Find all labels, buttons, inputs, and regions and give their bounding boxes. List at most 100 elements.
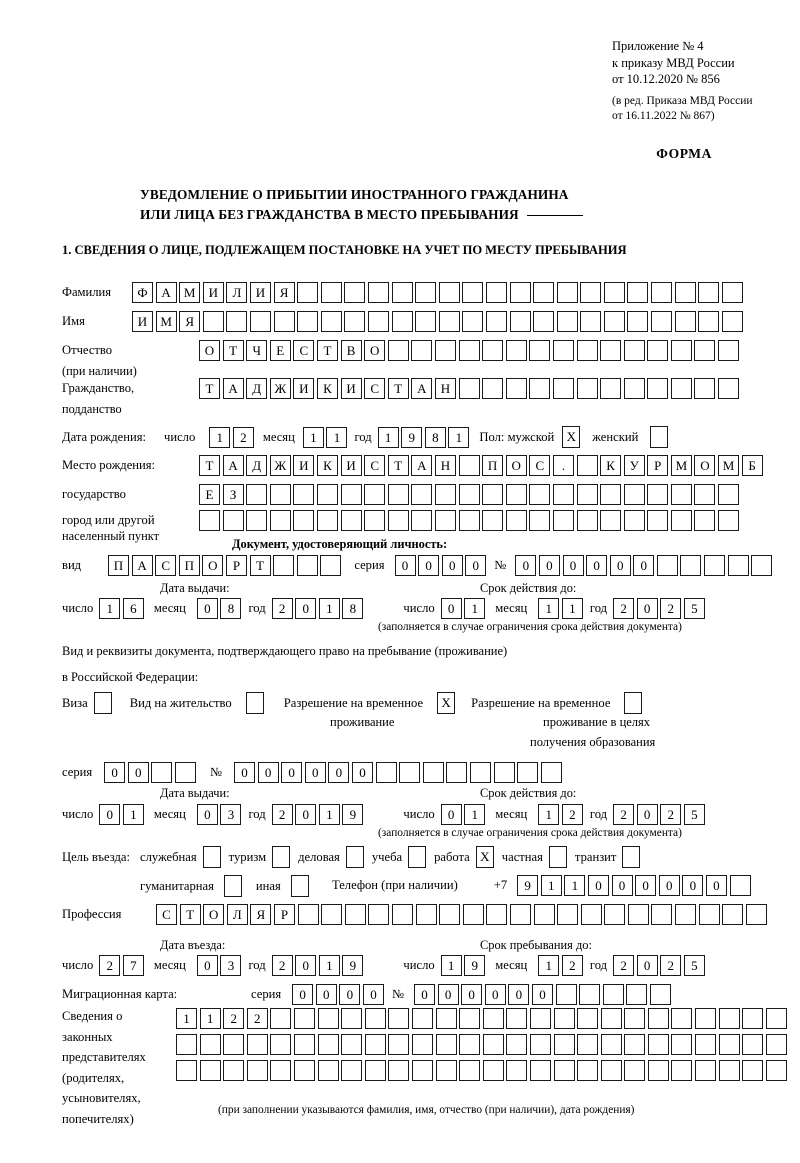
char-cell[interactable]	[680, 555, 702, 576]
char-cell[interactable]	[249, 311, 271, 332]
char-cell[interactable]: Д	[246, 378, 268, 399]
char-cell[interactable]	[316, 484, 338, 505]
char-cell[interactable]	[656, 555, 678, 576]
char-cell[interactable]: 0	[196, 598, 218, 619]
char-cell[interactable]	[600, 1060, 622, 1081]
char-cell[interactable]	[553, 1060, 575, 1081]
char-cell[interactable]	[718, 1060, 740, 1081]
char-cell[interactable]	[341, 1060, 363, 1081]
char-cell[interactable]	[458, 455, 480, 476]
char-cell[interactable]: А	[155, 282, 177, 303]
char-cell[interactable]	[222, 510, 244, 531]
char-cell[interactable]: 1	[318, 955, 340, 976]
purpose-option-checkbox[interactable]	[548, 846, 567, 868]
char-cell[interactable]: 0	[465, 555, 487, 576]
char-cell[interactable]: К	[316, 455, 338, 476]
char-cell[interactable]: 0	[682, 875, 704, 896]
char-cell[interactable]	[718, 340, 740, 361]
char-cell[interactable]	[293, 1060, 315, 1081]
char-cell[interactable]	[368, 904, 390, 925]
char-cell[interactable]: Т	[199, 455, 220, 476]
char-cell[interactable]	[529, 1008, 551, 1029]
char-cell[interactable]: 1	[377, 426, 399, 448]
char-cell[interactable]: 2	[660, 598, 682, 619]
char-cell[interactable]	[482, 1060, 504, 1081]
char-cell[interactable]	[517, 762, 539, 783]
char-cell[interactable]: 2	[271, 598, 293, 619]
char-cell[interactable]	[297, 904, 319, 925]
char-cell[interactable]: 3	[220, 955, 242, 976]
char-cell[interactable]	[540, 762, 562, 783]
representatives-boxes-3[interactable]	[176, 1060, 787, 1081]
char-cell[interactable]: 0	[104, 762, 126, 783]
char-cell[interactable]	[482, 1034, 504, 1055]
char-cell[interactable]: 2	[246, 1008, 268, 1029]
char-cell[interactable]: Е	[269, 340, 291, 361]
char-cell[interactable]	[727, 555, 749, 576]
char-cell[interactable]: И	[340, 378, 362, 399]
char-cell[interactable]	[505, 378, 527, 399]
char-cell[interactable]: А	[411, 378, 433, 399]
char-cell[interactable]	[293, 1034, 315, 1055]
char-cell[interactable]	[411, 340, 433, 361]
char-cell[interactable]	[458, 510, 480, 531]
char-cell[interactable]	[415, 282, 437, 303]
char-cell[interactable]: М	[718, 455, 740, 476]
char-cell[interactable]	[486, 904, 508, 925]
char-cell[interactable]	[462, 904, 484, 925]
char-cell[interactable]	[469, 762, 491, 783]
char-cell[interactable]: 1	[318, 598, 340, 619]
char-cell[interactable]: 0	[633, 555, 655, 576]
char-cell[interactable]	[422, 762, 444, 783]
char-cell[interactable]	[576, 455, 598, 476]
char-cell[interactable]	[176, 1034, 197, 1055]
char-cell[interactable]	[296, 555, 318, 576]
char-cell[interactable]	[506, 1008, 528, 1029]
char-cell[interactable]: А	[222, 378, 244, 399]
char-cell[interactable]	[745, 904, 767, 925]
char-cell[interactable]: Р	[273, 904, 295, 925]
char-cell[interactable]: 2	[99, 955, 121, 976]
char-cell[interactable]	[391, 282, 413, 303]
char-cell[interactable]	[199, 510, 220, 531]
char-cell[interactable]: 0	[413, 984, 435, 1005]
char-cell[interactable]	[698, 904, 720, 925]
char-cell[interactable]	[580, 311, 602, 332]
char-cell[interactable]	[151, 762, 173, 783]
char-cell[interactable]: Т	[387, 455, 409, 476]
char-cell[interactable]	[729, 875, 751, 896]
sex-female-checkbox[interactable]	[650, 426, 669, 448]
char-cell[interactable]: 0	[531, 984, 553, 1005]
char-cell[interactable]	[509, 311, 531, 332]
char-cell[interactable]	[317, 1008, 339, 1029]
purpose-option-checkbox[interactable]	[223, 875, 242, 897]
char-cell[interactable]: С	[156, 904, 177, 925]
char-cell[interactable]	[694, 340, 716, 361]
char-cell[interactable]	[446, 762, 468, 783]
char-cell[interactable]	[482, 378, 504, 399]
char-cell[interactable]: 0	[636, 804, 658, 825]
char-cell[interactable]: 0	[295, 598, 317, 619]
char-cell[interactable]	[600, 1034, 622, 1055]
residence-permit-checkbox[interactable]	[245, 692, 264, 714]
char-cell[interactable]	[627, 904, 649, 925]
char-cell[interactable]: 7	[122, 955, 144, 976]
char-cell[interactable]	[647, 484, 669, 505]
char-cell[interactable]	[344, 282, 366, 303]
char-cell[interactable]: 0	[636, 598, 658, 619]
char-cell[interactable]: 0	[437, 984, 459, 1005]
char-cell[interactable]: А	[411, 455, 433, 476]
char-cell[interactable]	[341, 1008, 363, 1029]
char-cell[interactable]: М	[155, 311, 177, 332]
sex-male-checkbox[interactable]: X	[562, 426, 581, 448]
